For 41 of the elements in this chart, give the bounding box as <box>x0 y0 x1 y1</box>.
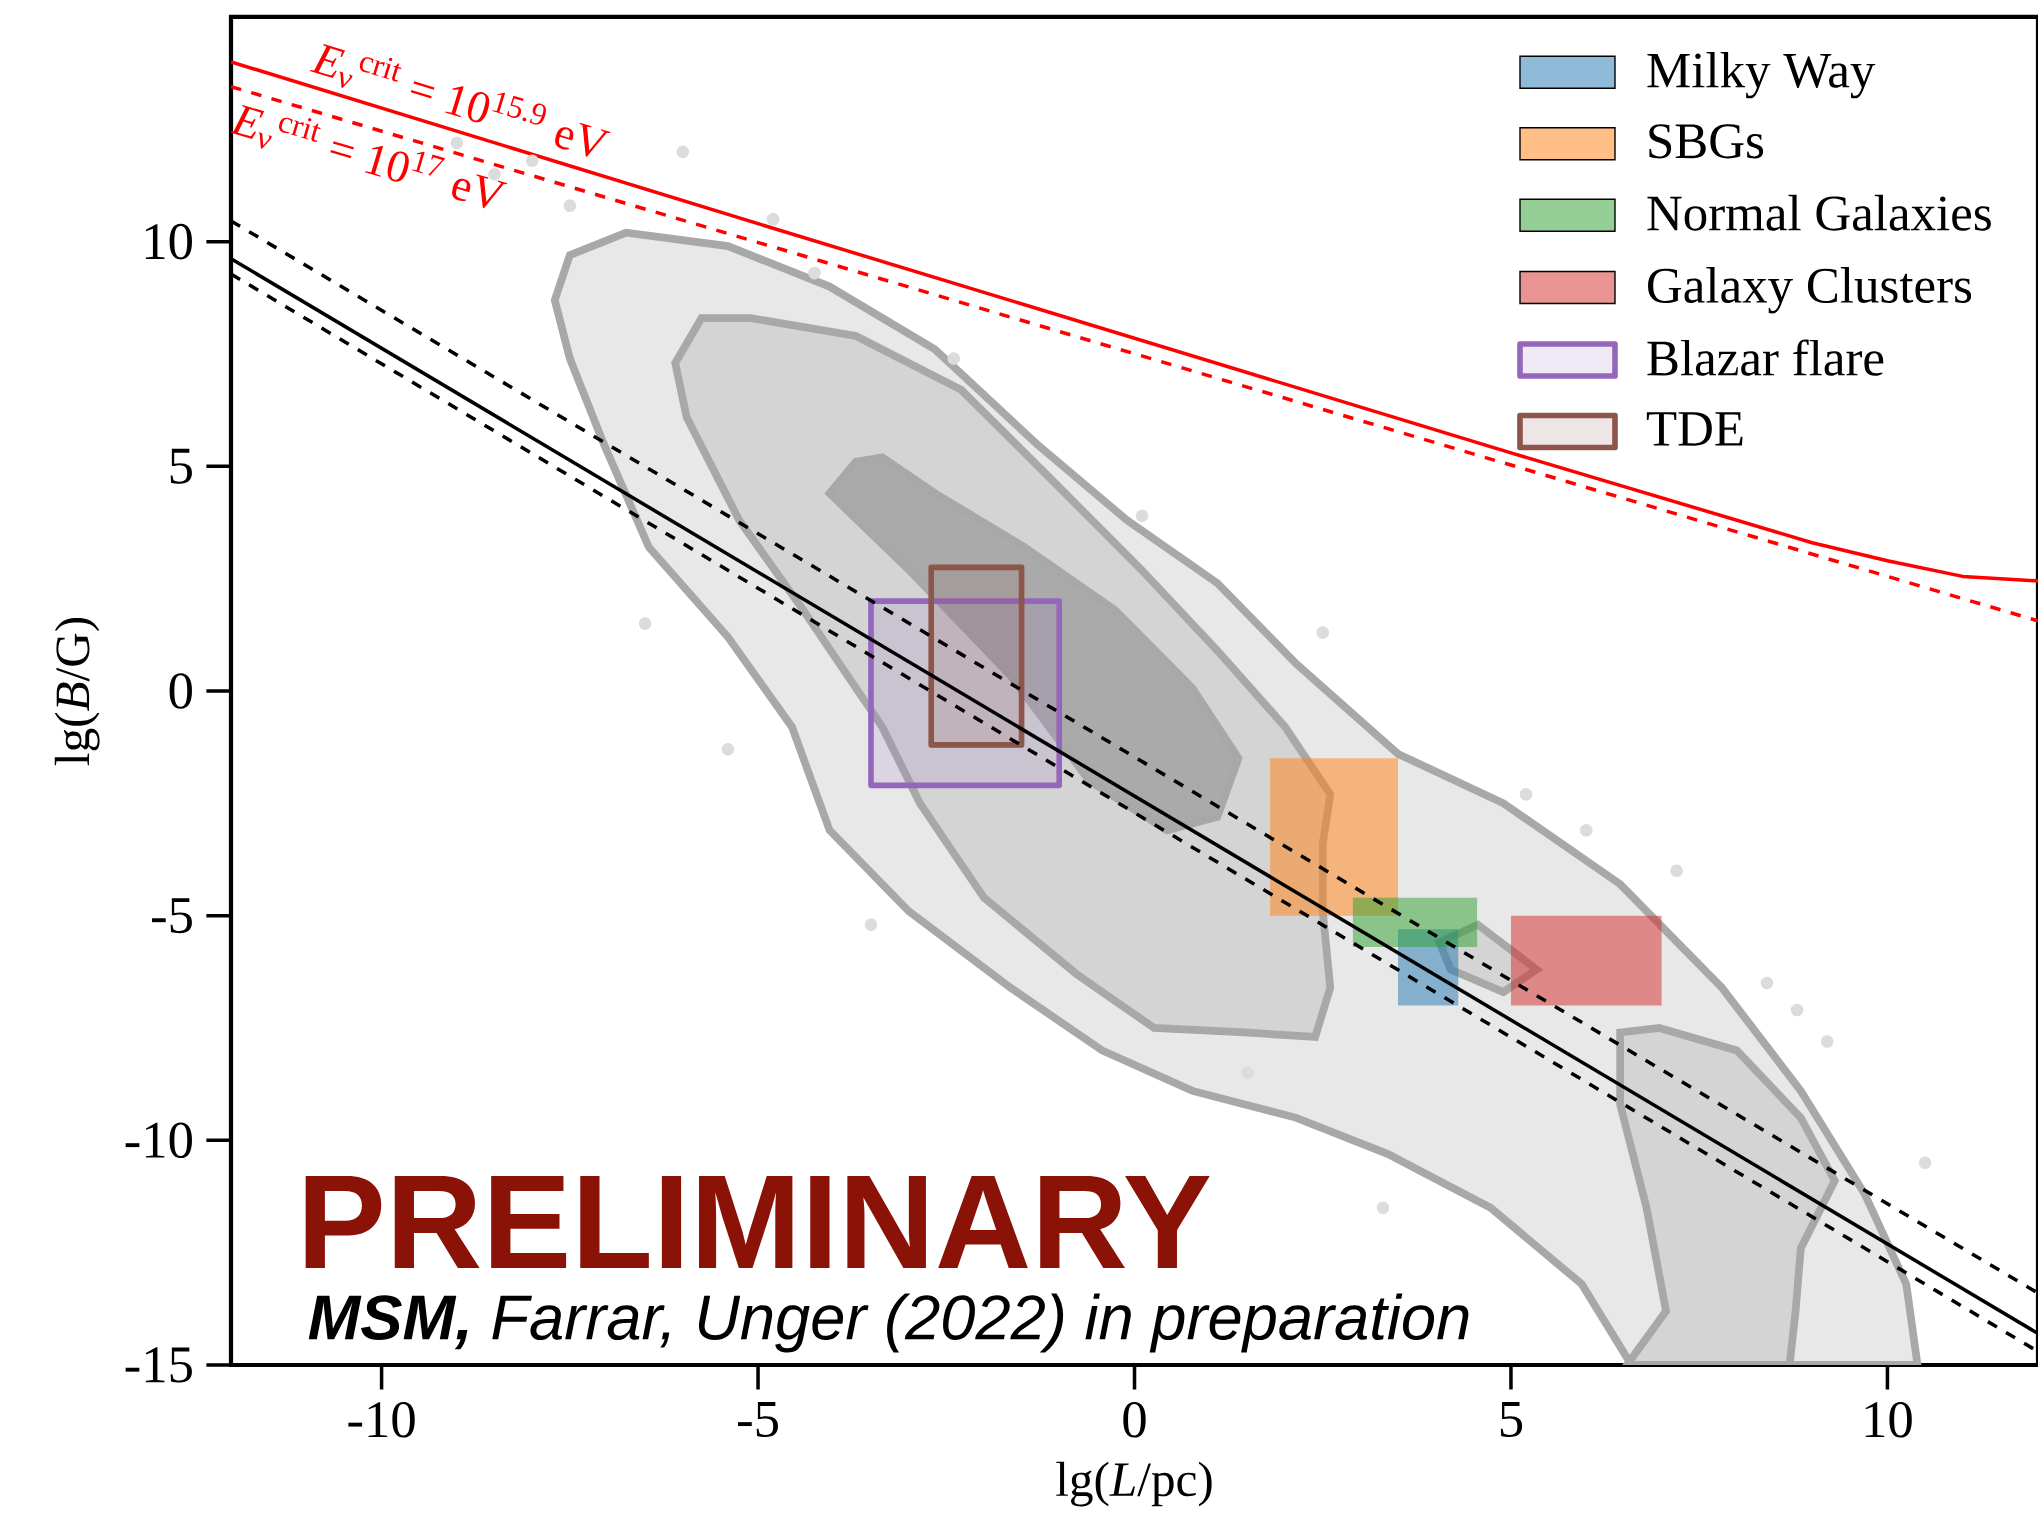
annotation: PRELIMINARY <box>305 1176 1210 1268</box>
point <box>525 154 539 168</box>
x-axis-title: lg(L/pc) <box>1056 1461 1212 1507</box>
legend-label: Normal Galaxies <box>1647 194 1991 231</box>
legend-label: TDE <box>1646 412 1743 446</box>
point <box>676 145 690 159</box>
point <box>721 743 735 756</box>
point <box>947 352 961 365</box>
legend-label: Galaxy Clusters <box>1648 267 1972 314</box>
point <box>450 136 464 150</box>
y-axis-title: lg(B/G) <box>54 617 100 766</box>
x-tick-label: -5 <box>738 1402 778 1438</box>
legend-label: Milky Way <box>1647 51 1876 99</box>
legend-label: SBGs <box>1649 124 1764 159</box>
x-tick-label: -10 <box>348 1402 415 1438</box>
y-tick-label: 10 <box>145 223 192 260</box>
annotation: MSM, Farrar, Unger (2022) in preparation <box>308 1293 1469 1353</box>
x-tick-label: 10 <box>1865 1402 1912 1438</box>
point <box>1135 509 1149 523</box>
point <box>1670 864 1683 878</box>
legend-label: Blazar flare <box>1647 339 1884 376</box>
point <box>766 212 780 226</box>
point <box>864 918 878 931</box>
point <box>638 617 652 630</box>
y-tick-label: 5 <box>170 448 192 484</box>
x-tick-label: 0 <box>1123 1402 1146 1438</box>
point <box>1376 1201 1390 1215</box>
point <box>1316 626 1330 639</box>
y-tick-label: -10 <box>125 1122 192 1159</box>
y-tick-label: -5 <box>151 898 192 934</box>
y-tick-label: -15 <box>125 1347 192 1383</box>
point <box>1820 1035 1834 1048</box>
x-tick-label: 5 <box>1500 1402 1523 1438</box>
y-tick-label: 0 <box>169 673 192 709</box>
point <box>1579 823 1593 837</box>
point <box>1760 976 1774 990</box>
point <box>1918 1156 1932 1170</box>
point <box>1519 787 1533 801</box>
point <box>1790 1003 1804 1017</box>
point <box>808 266 821 280</box>
point <box>563 199 577 213</box>
